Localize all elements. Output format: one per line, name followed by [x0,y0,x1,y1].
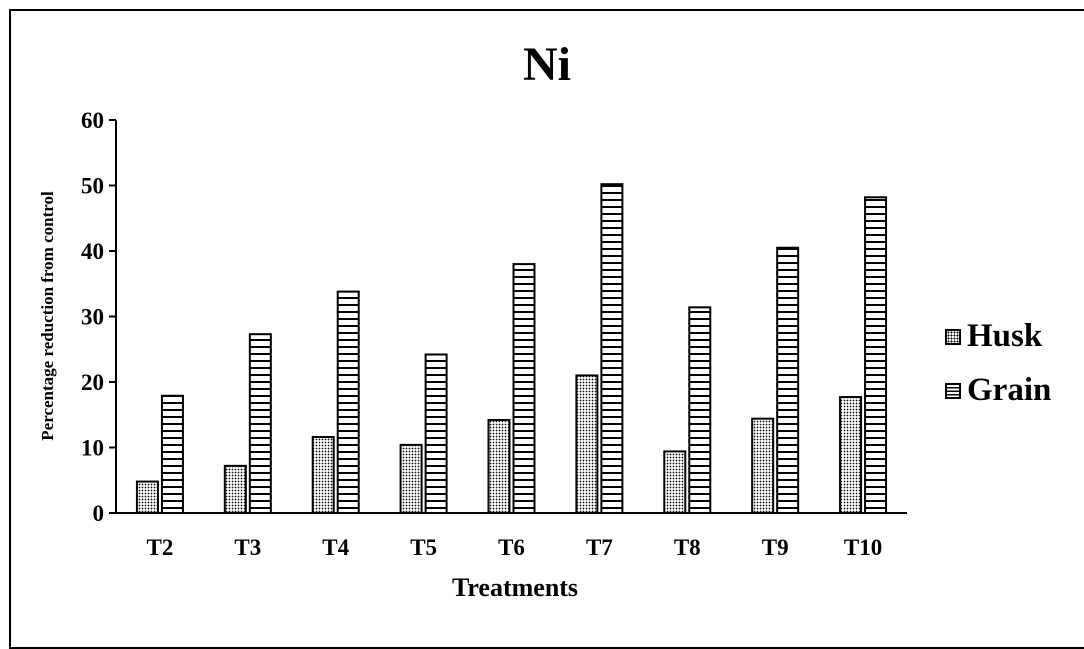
legend-swatch-husk [945,328,961,345]
bar-husk [575,374,599,515]
y-tick-label: 0 [93,501,105,526]
bar-husk [399,443,423,515]
x-tick-label: T2 [147,535,174,560]
bar-grain [776,246,800,514]
bar-grain [864,196,888,514]
legend-label-husk: Husk [967,318,1043,354]
x-tick-label: T10 [844,535,882,560]
y-tick-label: 60 [81,108,104,133]
y-tick-label: 50 [81,174,104,199]
bar-husk [751,417,775,514]
legend-item-husk: Husk [945,318,1042,355]
bar-grain [688,306,712,514]
legend-swatch-grain [945,382,961,399]
bar-grain [336,290,360,514]
bar-husk [487,418,511,514]
bar-grain [600,183,624,514]
x-tick-label: T7 [586,535,613,560]
chart-title: Ni [523,38,571,91]
bar-husk [311,436,335,514]
x-tick-label: T6 [498,535,525,560]
chart-canvas: Ni Percentage reduction from control Tre… [38,38,907,602]
legend-label-grain: Grain [967,372,1052,408]
y-axis-label: Percentage reduction from control [38,191,57,441]
x-tick-label: T5 [410,535,437,560]
y-tick-label: 20 [81,370,104,395]
x-tick-label: T4 [322,535,349,560]
bar-grain [424,353,448,514]
x-tick-label: T9 [762,535,789,560]
bar-husk [135,480,159,514]
x-axis-label: Treatments [452,573,578,602]
bar-husk [839,396,863,514]
y-tick-label: 40 [81,239,104,264]
y-tick-label: 30 [81,305,104,330]
bar-grain [512,263,536,514]
bar-grain [160,394,184,515]
y-tick-label: 10 [81,436,104,461]
bar-grain [248,333,272,514]
legend-item-grain: Grain [945,372,1051,409]
x-tick-label: T3 [234,535,261,560]
bar-husk [223,464,247,514]
bar-husk [663,450,687,514]
x-tick-label: T8 [674,535,701,560]
